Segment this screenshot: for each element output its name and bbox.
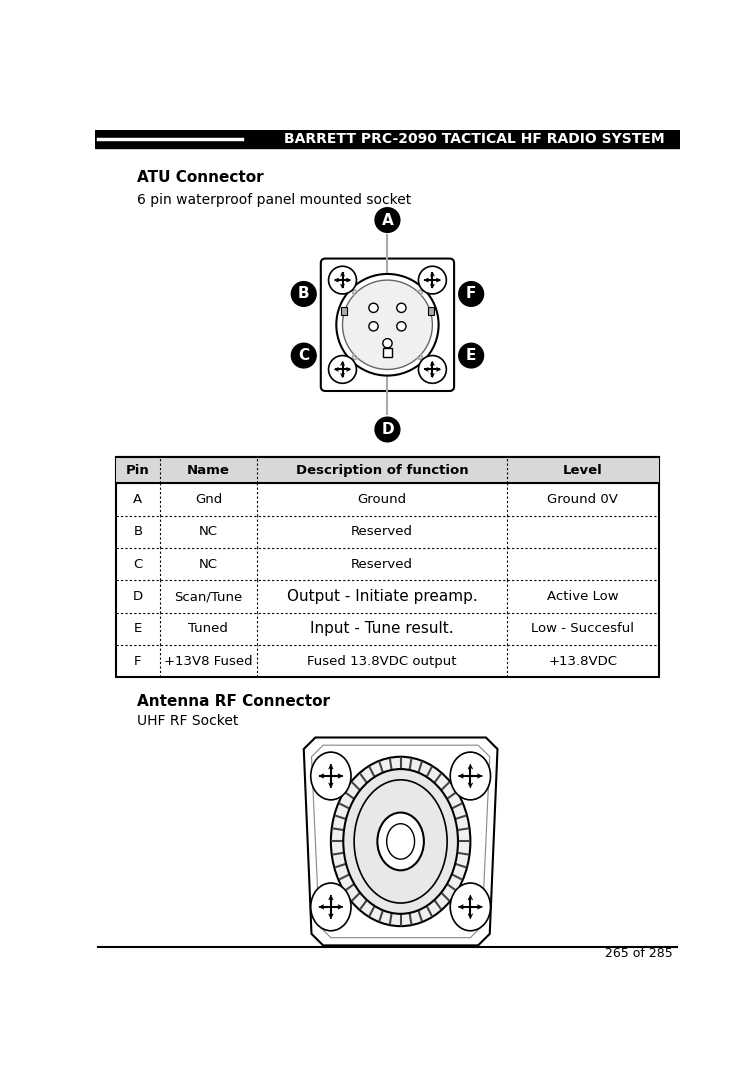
Text: NC: NC	[199, 558, 218, 571]
Text: F: F	[466, 287, 476, 301]
Circle shape	[291, 282, 316, 306]
Circle shape	[383, 339, 392, 348]
Text: Low - Succesful: Low - Succesful	[531, 623, 634, 636]
Text: ATU Connector: ATU Connector	[137, 170, 264, 185]
Bar	[116, 457, 658, 483]
Ellipse shape	[354, 780, 447, 903]
Circle shape	[369, 303, 378, 313]
Bar	[341, 308, 347, 315]
Circle shape	[419, 266, 446, 293]
Text: A: A	[382, 212, 393, 227]
Text: E: E	[134, 623, 142, 636]
Text: Tuned: Tuned	[188, 623, 228, 636]
Text: NC: NC	[199, 525, 218, 538]
Ellipse shape	[331, 757, 470, 926]
Text: D: D	[133, 590, 143, 603]
Text: Description of function: Description of function	[296, 464, 468, 477]
Circle shape	[397, 303, 406, 313]
Text: B: B	[298, 287, 309, 301]
Text: Reserved: Reserved	[351, 558, 413, 571]
Circle shape	[459, 282, 484, 306]
Text: Input - Tune result.: Input - Tune result.	[310, 622, 454, 637]
Text: Pin: Pin	[126, 464, 150, 477]
Circle shape	[397, 322, 406, 331]
Circle shape	[375, 417, 400, 442]
FancyBboxPatch shape	[321, 259, 454, 391]
Circle shape	[459, 343, 484, 368]
Text: BARRETT PRC-2090 TACTICAL HF RADIO SYSTEM: BARRETT PRC-2090 TACTICAL HF RADIO SYSTE…	[284, 132, 665, 146]
Bar	[428, 308, 434, 315]
Circle shape	[329, 355, 356, 383]
Circle shape	[329, 266, 356, 293]
Bar	[116, 457, 658, 678]
Text: C: C	[298, 348, 309, 363]
Text: Reserved: Reserved	[351, 525, 413, 538]
Text: Ground: Ground	[358, 493, 407, 506]
Ellipse shape	[311, 752, 351, 800]
Ellipse shape	[451, 883, 491, 930]
Text: Active Low: Active Low	[547, 590, 618, 603]
Bar	[94, 130, 680, 148]
Circle shape	[291, 343, 316, 368]
Circle shape	[369, 322, 378, 331]
Text: UHF RF Socket: UHF RF Socket	[137, 715, 238, 729]
Text: +13V8 Fused: +13V8 Fused	[164, 655, 253, 668]
Ellipse shape	[386, 824, 414, 859]
Text: A: A	[133, 493, 142, 506]
Ellipse shape	[343, 769, 458, 914]
Ellipse shape	[311, 883, 351, 930]
Text: Level: Level	[563, 464, 603, 477]
Text: C: C	[133, 558, 143, 571]
Text: B: B	[133, 525, 142, 538]
Text: 265 of 285: 265 of 285	[605, 947, 673, 960]
Circle shape	[375, 208, 400, 233]
Text: F: F	[134, 655, 141, 668]
Text: Name: Name	[187, 464, 230, 477]
Text: +13.8VDC: +13.8VDC	[548, 655, 617, 668]
Circle shape	[336, 274, 438, 376]
Ellipse shape	[377, 812, 424, 871]
Ellipse shape	[451, 752, 491, 800]
Text: Ground 0V: Ground 0V	[547, 493, 618, 506]
Text: 6 pin waterproof panel mounted socket: 6 pin waterproof panel mounted socket	[137, 193, 411, 207]
Polygon shape	[304, 738, 497, 945]
Bar	[383, 348, 392, 357]
Circle shape	[419, 355, 446, 383]
Text: Scan/Tune: Scan/Tune	[175, 590, 243, 603]
Text: Antenna RF Connector: Antenna RF Connector	[137, 694, 330, 709]
Text: D: D	[381, 422, 394, 436]
Circle shape	[342, 280, 432, 369]
Text: Gnd: Gnd	[195, 493, 222, 506]
Text: Fused 13.8VDC output: Fused 13.8VDC output	[307, 655, 457, 668]
Text: Output - Initiate preamp.: Output - Initiate preamp.	[287, 589, 477, 604]
Text: E: E	[466, 348, 476, 363]
